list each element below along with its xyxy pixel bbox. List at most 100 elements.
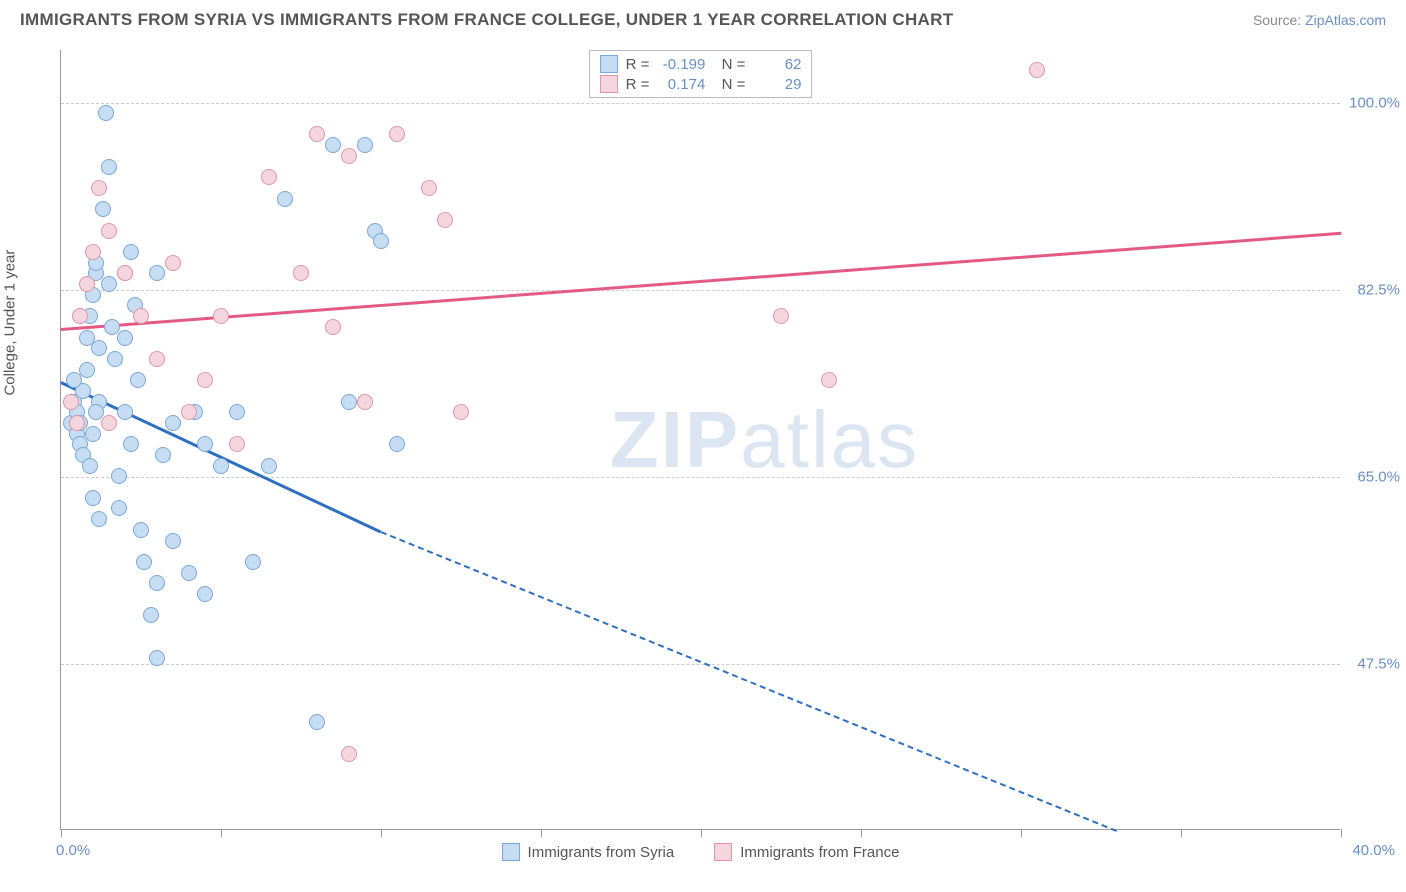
- scatter-point-syria: [85, 426, 101, 442]
- x-tick: [861, 829, 862, 837]
- gridline: [61, 477, 1340, 478]
- x-tick: [221, 829, 222, 837]
- scatter-point-syria: [117, 404, 133, 420]
- x-tick: [701, 829, 702, 837]
- gridline: [61, 290, 1340, 291]
- scatter-point-syria: [111, 468, 127, 484]
- scatter-point-france: [453, 404, 469, 420]
- x-tick: [1341, 829, 1342, 837]
- scatter-point-syria: [107, 351, 123, 367]
- stats-row-syria: R = -0.199 N = 62: [600, 55, 802, 73]
- scatter-point-france: [293, 265, 309, 281]
- scatter-point-syria: [229, 404, 245, 420]
- scatter-point-syria: [149, 650, 165, 666]
- gridline: [61, 664, 1340, 665]
- scatter-point-france: [261, 169, 277, 185]
- scatter-point-syria: [155, 447, 171, 463]
- scatter-point-syria: [136, 554, 152, 570]
- x-tick: [61, 829, 62, 837]
- legend-item: Immigrants from Syria: [502, 843, 675, 861]
- swatch-icon: [502, 843, 520, 861]
- scatter-point-france: [85, 244, 101, 260]
- scatter-point-france: [69, 415, 85, 431]
- stats-r-value: 0.174: [657, 76, 705, 93]
- source-prefix: Source:: [1253, 12, 1305, 28]
- scatter-point-syria: [85, 490, 101, 506]
- stats-r-value: -0.199: [657, 56, 705, 73]
- scatter-point-syria: [101, 276, 117, 292]
- x-tick: [1181, 829, 1182, 837]
- swatch-icon: [600, 55, 618, 73]
- scatter-point-syria: [197, 436, 213, 452]
- stats-n-value: 62: [753, 56, 801, 73]
- x-tick: [541, 829, 542, 837]
- scatter-point-france: [389, 126, 405, 142]
- scatter-point-france: [821, 372, 837, 388]
- scatter-point-syria: [117, 330, 133, 346]
- trend-line-extrapolated: [381, 531, 1118, 832]
- scatter-point-syria: [277, 191, 293, 207]
- scatter-point-syria: [261, 458, 277, 474]
- legend-label: Immigrants from Syria: [528, 844, 675, 861]
- gridline: [61, 103, 1340, 104]
- legend: Immigrants from Syria Immigrants from Fra…: [502, 843, 900, 861]
- scatter-point-france: [229, 436, 245, 452]
- stats-r-label: R =: [626, 76, 650, 93]
- x-axis-min-label: 0.0%: [56, 842, 90, 859]
- y-tick-label: 65.0%: [1345, 469, 1400, 486]
- x-tick: [381, 829, 382, 837]
- scatter-point-syria: [111, 500, 127, 516]
- scatter-point-france: [72, 308, 88, 324]
- source-label: Source: ZipAtlas.com: [1253, 12, 1386, 28]
- scatter-point-syria: [91, 511, 107, 527]
- stats-n-value: 29: [753, 76, 801, 93]
- scatter-point-syria: [149, 265, 165, 281]
- scatter-point-france: [117, 265, 133, 281]
- scatter-point-france: [309, 126, 325, 142]
- scatter-point-syria: [245, 554, 261, 570]
- y-tick-label: 47.5%: [1345, 656, 1400, 673]
- scatter-point-syria: [373, 233, 389, 249]
- legend-label: Immigrants from France: [740, 844, 899, 861]
- trend-line: [61, 232, 1341, 331]
- scatter-point-syria: [197, 586, 213, 602]
- scatter-point-syria: [130, 372, 146, 388]
- plot-area: ZIPatlas R = -0.199 N = 62 R = 0.174 N = …: [60, 50, 1340, 830]
- scatter-point-france: [63, 394, 79, 410]
- x-axis-max-label: 40.0%: [1352, 842, 1395, 859]
- scatter-point-france: [341, 148, 357, 164]
- source-link[interactable]: ZipAtlas.com: [1305, 12, 1386, 28]
- scatter-point-syria: [325, 137, 341, 153]
- y-tick-label: 100.0%: [1345, 95, 1400, 112]
- scatter-point-syria: [149, 575, 165, 591]
- scatter-point-france: [1029, 62, 1045, 78]
- scatter-point-syria: [143, 607, 159, 623]
- stats-r-label: R =: [626, 56, 650, 73]
- scatter-point-france: [133, 308, 149, 324]
- scatter-point-syria: [95, 201, 111, 217]
- scatter-point-syria: [98, 105, 114, 121]
- scatter-point-syria: [82, 458, 98, 474]
- scatter-point-france: [149, 351, 165, 367]
- scatter-point-france: [357, 394, 373, 410]
- scatter-point-france: [437, 212, 453, 228]
- swatch-icon: [714, 843, 732, 861]
- scatter-point-syria: [123, 436, 139, 452]
- scatter-point-france: [101, 223, 117, 239]
- stats-row-france: R = 0.174 N = 29: [600, 75, 802, 93]
- scatter-point-syria: [181, 565, 197, 581]
- swatch-icon: [600, 75, 618, 93]
- scatter-point-france: [197, 372, 213, 388]
- scatter-point-france: [181, 404, 197, 420]
- stats-n-label: N =: [713, 76, 745, 93]
- legend-item: Immigrants from France: [714, 843, 899, 861]
- scatter-point-france: [79, 276, 95, 292]
- scatter-point-syria: [66, 372, 82, 388]
- scatter-point-syria: [309, 714, 325, 730]
- scatter-point-syria: [357, 137, 373, 153]
- scatter-point-syria: [165, 415, 181, 431]
- scatter-point-france: [101, 415, 117, 431]
- scatter-point-france: [213, 308, 229, 324]
- watermark: ZIPatlas: [610, 394, 919, 486]
- stats-n-label: N =: [713, 56, 745, 73]
